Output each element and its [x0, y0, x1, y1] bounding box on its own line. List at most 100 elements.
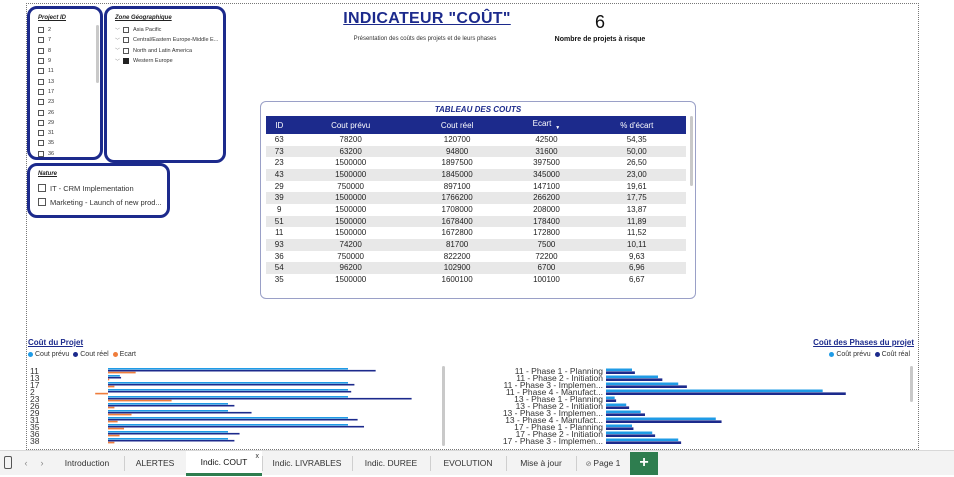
bar[interactable] [108, 418, 358, 421]
checkbox-icon[interactable] [38, 68, 44, 75]
bar[interactable] [108, 417, 348, 419]
bar[interactable] [606, 431, 653, 435]
tab-scroll-right-button[interactable]: › [40, 458, 44, 468]
project-id-option[interactable]: 13 [38, 76, 54, 86]
project-id-option[interactable]: 35 [38, 138, 54, 148]
project-id-option[interactable]: 36 [38, 149, 54, 159]
table-row[interactable]: 39 1500000 1766200 266200 17,75 [266, 192, 686, 204]
project-id-option[interactable]: 26 [38, 107, 54, 117]
tab-evolution[interactable]: EVOLUTION [430, 451, 506, 476]
checkbox-icon[interactable] [38, 109, 44, 116]
legend-entry[interactable]: Cout réel [73, 351, 109, 358]
bar[interactable] [606, 375, 658, 379]
table-row[interactable]: 9 1500000 1708000 208000 13,87 [266, 204, 686, 216]
bar[interactable] [606, 399, 617, 402]
table-row[interactable]: 73 63200 94800 31600 50,00 [266, 145, 686, 158]
zone-option[interactable]: ﹀ Central/Eastern Europe-Middle E... [115, 35, 218, 45]
cost-table-scrollbar[interactable] [690, 116, 693, 186]
project-id-option[interactable]: 2 [38, 25, 54, 35]
chevron-down-icon[interactable]: ﹀ [115, 48, 121, 55]
bar[interactable] [108, 397, 412, 400]
bar[interactable] [108, 413, 132, 416]
legend-entry[interactable]: Coût prévu [829, 351, 871, 358]
zone-option[interactable]: ﹀ North and Latin America [115, 46, 218, 56]
checkbox-icon[interactable] [38, 27, 44, 34]
tab-page-1[interactable]: ⊘ Page 1 [576, 451, 630, 476]
bar[interactable] [606, 389, 823, 393]
table-row[interactable]: 23 1500000 1897500 397500 26,50 [266, 157, 686, 169]
checkbox-icon[interactable] [38, 99, 44, 106]
project-id-option[interactable]: 23 [38, 97, 54, 107]
bar[interactable] [606, 378, 663, 381]
bar[interactable] [108, 438, 228, 440]
chevron-down-icon[interactable]: ﹀ [115, 27, 121, 34]
bar[interactable] [606, 441, 682, 444]
zone-slicer[interactable]: Zone Géographique ﹀ Asia Pacific ﹀ Central/… [104, 6, 226, 163]
tab-scroll-left-button[interactable]: ‹ [24, 458, 28, 468]
bar[interactable] [108, 390, 352, 393]
bar[interactable] [108, 439, 235, 442]
column-header[interactable]: Cout prévu [292, 116, 409, 134]
bar[interactable] [108, 396, 348, 398]
project-id-option[interactable]: 9 [38, 56, 54, 66]
table-row[interactable]: 36 750000 822200 72200 9,63 [266, 251, 686, 263]
checkbox-icon[interactable] [38, 88, 44, 95]
chevron-down-icon[interactable]: ﹀ [115, 58, 121, 65]
bar[interactable] [108, 371, 136, 374]
project-id-option[interactable]: 17 [38, 87, 54, 97]
checkbox-icon[interactable] [123, 47, 129, 54]
tab-introduction[interactable]: Introduction [50, 451, 124, 476]
bar[interactable] [108, 368, 348, 370]
project-id-option[interactable]: 31 [38, 128, 54, 138]
bar[interactable] [108, 434, 120, 437]
bar[interactable] [108, 424, 348, 426]
bar[interactable] [606, 385, 687, 388]
table-row[interactable]: 43 1500000 1845000 345000 23,00 [266, 168, 686, 181]
checkbox-icon[interactable] [38, 119, 44, 126]
checkbox-icon[interactable] [38, 58, 44, 65]
bar[interactable] [606, 371, 635, 374]
table-row[interactable]: 63 78200 120700 42500 54,35 [266, 134, 686, 146]
bar[interactable] [95, 392, 108, 395]
checkbox-icon[interactable] [38, 140, 44, 147]
bar[interactable] [606, 434, 656, 437]
bar[interactable] [108, 432, 240, 435]
sort-descending-icon[interactable]: ▼ [555, 125, 561, 131]
bar[interactable] [606, 417, 716, 421]
checkbox-icon[interactable] [38, 78, 44, 85]
checkbox-icon[interactable] [38, 47, 44, 54]
chevron-down-icon[interactable]: ﹀ [115, 37, 121, 44]
bar[interactable] [606, 420, 722, 423]
bar[interactable] [606, 368, 632, 372]
table-row[interactable]: 29 750000 897100 147100 19,61 [266, 181, 686, 193]
legend-entry[interactable]: Ecart [112, 351, 136, 358]
close-icon[interactable]: x [255, 453, 260, 460]
project-id-option[interactable]: 11 [38, 66, 54, 76]
checkbox-icon[interactable] [38, 198, 46, 206]
bar[interactable] [108, 382, 348, 384]
bar[interactable] [108, 383, 355, 386]
table-row[interactable]: 35 1500000 1600100 100100 6,67 [266, 274, 686, 286]
checkbox-icon[interactable] [123, 58, 129, 65]
add-page-button[interactable]: + [630, 452, 658, 475]
project-id-option[interactable]: 29 [38, 118, 54, 128]
tab-mise-jour[interactable]: Mise à jour [506, 451, 576, 476]
bar[interactable] [108, 410, 228, 412]
legend-entry[interactable]: Cout prévu [28, 351, 69, 358]
bar[interactable] [108, 427, 125, 430]
chart-scrollbar[interactable] [442, 366, 445, 446]
project-id-slicer[interactable]: Project ID 2 7 8 9 11 13 17 23 26 29 31 35 36 [27, 6, 103, 160]
table-row[interactable]: 54 96200 102900 6700 6,96 [266, 262, 686, 274]
nature-slicer[interactable]: Nature IT - CRM Implementation Marketing … [27, 163, 170, 218]
bar[interactable] [606, 392, 846, 395]
bar[interactable] [108, 420, 118, 423]
bar[interactable] [108, 411, 252, 414]
checkbox-icon[interactable] [123, 27, 129, 34]
bar[interactable] [108, 403, 228, 405]
column-header[interactable]: Cout réel [408, 116, 506, 134]
bar[interactable] [108, 425, 365, 428]
tab-indic-cout[interactable]: Indic. COUT x [186, 451, 262, 476]
column-header[interactable]: Ecart ▼ [505, 116, 588, 134]
checkbox-icon[interactable] [38, 184, 46, 192]
bar[interactable] [108, 378, 110, 381]
